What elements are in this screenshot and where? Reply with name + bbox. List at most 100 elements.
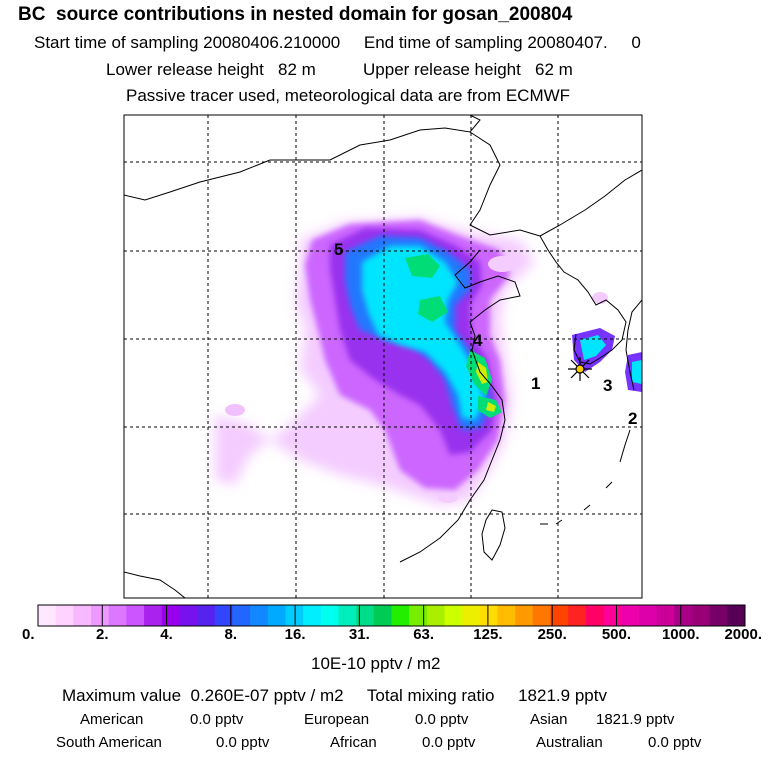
region-label-4: 4 [473, 331, 483, 350]
japan-coast [625, 299, 642, 391]
colorbar-cell [55, 605, 74, 626]
colorbar-cell [250, 605, 269, 626]
sampling-times: Start time of sampling 20080406.210000 E… [34, 33, 641, 53]
end-label: End time of sampling [363, 33, 523, 52]
colorbar-cell [232, 605, 251, 626]
patch-west [225, 404, 245, 416]
colorbar-tick-label: 250. [537, 626, 567, 643]
upper-value: 62 m [535, 60, 573, 79]
end-value: 20080407. [527, 33, 608, 52]
lower-label: Lower release height [106, 60, 264, 79]
colorbar-cell [727, 605, 746, 626]
upper-label: Upper release height [363, 60, 521, 79]
colorbar-cell [126, 605, 145, 626]
colorbar-cell [214, 605, 233, 626]
plume-green [405, 254, 502, 418]
source-african-name: African [330, 734, 377, 751]
plume-yellow [476, 362, 496, 412]
taiwan [481, 509, 506, 561]
colorbar-cell [426, 605, 446, 626]
source-southamerican-value: 0.0 pptv [216, 734, 270, 751]
colorbar-cell [267, 605, 286, 626]
korea-plume-core [580, 335, 606, 360]
coastlines [124, 115, 642, 598]
source-australian-value: 0.0 pptv [648, 734, 702, 751]
colorbar-cell [691, 605, 711, 626]
colorbar-cell [285, 605, 304, 626]
colorbar-tick-label: 125. [473, 626, 503, 643]
colorbar-cell [709, 605, 728, 626]
colorbar-tick-label: 63. [413, 626, 435, 643]
colorbar-tick-label: 0. [22, 626, 35, 643]
kyushu [619, 429, 631, 463]
colorbar-unit: 10E-10 pptv / m2 [311, 654, 441, 673]
patch-south [438, 493, 458, 503]
tracer-note: Passive tracer used, meteorological data… [126, 86, 571, 105]
colorbar-cell [38, 605, 57, 626]
source-american-value: 0.0 pptv [190, 711, 244, 728]
receptor-star-icon [568, 357, 592, 381]
region-label-2: 2 [628, 409, 637, 428]
source-asian-name: Asian [530, 711, 568, 728]
end-hour: 0 [631, 33, 641, 52]
colorbar-cell [621, 605, 640, 626]
colorbar-cell [656, 605, 675, 626]
region-label-1: 1 [531, 374, 540, 393]
colorbar-cell [409, 605, 428, 626]
colorbar-cell [515, 605, 534, 626]
colorbar-cell [161, 605, 180, 626]
korea-border [539, 169, 642, 237]
colorbar-tick-label: 4. [160, 626, 173, 643]
colorbar-cell [444, 605, 463, 626]
bohai-coast [399, 249, 521, 563]
colorbar-cell [179, 605, 198, 626]
source-european-name: European [304, 711, 370, 728]
colorbar-cell [497, 605, 516, 626]
source-african-value: 0.0 pptv [422, 734, 476, 751]
source-asian-value: 1821.9 pptv [596, 711, 675, 728]
patch-northeast [488, 256, 516, 272]
colorbar-cell [144, 605, 163, 626]
colorbar-tick-label: 8. [224, 626, 238, 643]
colorbar-tick-label: 1000. [661, 626, 700, 643]
total-value: 1821.9 pptv [518, 686, 607, 705]
colorbar-cell [532, 605, 552, 626]
north-border [469, 131, 541, 237]
colorbar-cell [479, 605, 499, 626]
region-label-3: 3 [603, 376, 612, 395]
summary-line: Maximum value 0.260E-07 pptv / m2 Total … [62, 686, 607, 706]
colorbar-tick-label: 16. [284, 626, 306, 643]
start-label: Start time of sampling [34, 33, 199, 52]
source-southamerican-name: South American [56, 734, 162, 751]
colorbar-cell [356, 605, 375, 626]
colorbar-cell [462, 605, 481, 626]
colorbar-cell [391, 605, 410, 626]
source-australian-name: Australian [536, 734, 603, 751]
colorbar-cell [320, 605, 339, 626]
colorbar-cell [91, 605, 110, 626]
colorbar-cell [73, 605, 92, 626]
plume-cyan [362, 246, 485, 420]
lower-value: 82 m [278, 60, 316, 79]
colorbar-tick-label: 2. [96, 626, 109, 643]
release-heights: Lower release height 82 m Upper release … [106, 60, 573, 80]
colorbar-cell [108, 605, 127, 626]
ryukyu [540, 481, 613, 525]
colorbar-cell [373, 605, 392, 626]
colorbar-cell [674, 605, 693, 626]
colorbar-frame [37, 604, 746, 627]
source-american-name: American [80, 711, 144, 728]
colorbar-cell [568, 605, 587, 626]
colorbar-cell [550, 605, 569, 626]
colorbar-tick-label: 31. [348, 626, 370, 643]
concentration-field [215, 218, 642, 505]
colorbar-cell [603, 605, 622, 626]
colorbar-tick-label: 2000. [724, 626, 762, 643]
colorbar-cells [38, 605, 746, 626]
japan-plume-core [632, 360, 642, 384]
colorbar-cell [303, 605, 322, 626]
colorbar-cell [338, 605, 357, 626]
colorbar-cell [638, 605, 658, 626]
plot-title: BC source contributions in nested domain… [18, 4, 573, 25]
